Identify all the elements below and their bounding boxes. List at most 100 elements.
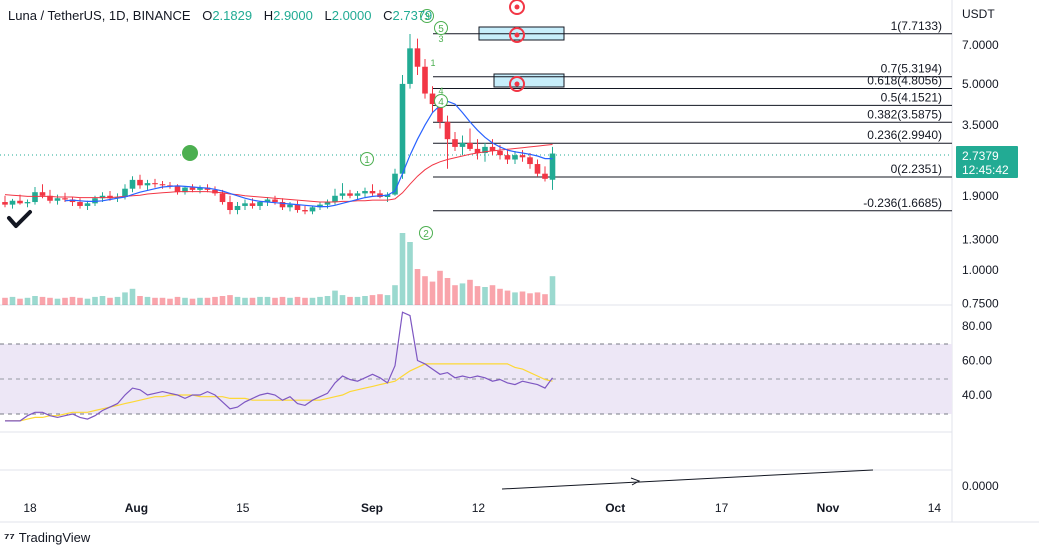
candle-body [144, 183, 151, 186]
open-label: O [202, 8, 213, 23]
candle-body [189, 187, 196, 190]
volume-bar [107, 297, 113, 305]
candle-body [77, 202, 83, 206]
candle-body [527, 157, 533, 165]
candle-body [467, 142, 473, 149]
fib-level-label: 1(7.7133) [891, 19, 942, 33]
candle-body [407, 48, 413, 84]
time-axis-tick: Aug [125, 501, 148, 515]
time-axis[interactable]: 18 Aug 15 Sep 12 Oct 17 Nov 14 [23, 501, 941, 515]
check-mark-icon [7, 210, 32, 228]
volume-bar [264, 296, 271, 305]
volume-bar [219, 296, 226, 305]
svg-text:1: 1 [364, 155, 370, 166]
volume-bar [122, 292, 128, 305]
volume-bar [392, 285, 398, 305]
candle-body [249, 203, 256, 206]
candle-body [107, 195, 113, 199]
volume-bar [212, 296, 218, 305]
volume-bar [512, 292, 518, 305]
price-axis-tick: 1.9000 [962, 189, 999, 203]
volume-bar [144, 296, 151, 305]
volume-bar [249, 297, 256, 305]
volume-bar [69, 296, 76, 305]
candle-body [272, 199, 278, 203]
price-axis[interactable]: 7.0000 5.0000 3.5000 1.9000 1.3000 1.0000 0.75… [962, 38, 999, 310]
candle-body [347, 193, 353, 196]
candle-body [287, 204, 293, 208]
svg-text:5: 5 [438, 24, 444, 35]
candle-body [182, 187, 188, 193]
volume-bar [549, 276, 556, 305]
volume-bar [92, 296, 98, 305]
time-axis-tick: Oct [605, 501, 625, 515]
volume-bar [62, 297, 68, 305]
candle-body [32, 192, 38, 203]
symbol-title[interactable]: Luna / TetherUS, 1D, BINANCE [8, 8, 191, 23]
volume-bar [242, 297, 248, 305]
volume-bar [377, 294, 383, 305]
volume-bars [2, 233, 556, 305]
tradingview-branding[interactable]: ⁷⁷ TradingView [4, 530, 90, 545]
volume-bar [429, 281, 436, 305]
candle-body [512, 155, 518, 160]
candle-body [414, 48, 421, 67]
candle-body [362, 191, 368, 194]
symbol-legend: Luna / TetherUS, 1D, BINANCE O2.1829 H2.… [8, 8, 432, 23]
volume-bar [2, 297, 8, 305]
volume-bar [444, 278, 451, 305]
volume-bar [527, 293, 533, 305]
candle-body [159, 184, 166, 186]
price-axis-tick: 7.0000 [962, 38, 999, 52]
time-axis-tick: 12 [472, 501, 486, 515]
candle-body [489, 146, 496, 151]
candle-body [294, 204, 301, 211]
volume-bar [309, 297, 316, 305]
volume-bar [32, 296, 38, 305]
volume-bar [159, 297, 166, 305]
candle-body [377, 193, 383, 198]
price-axis-tick: 1.3000 [962, 233, 999, 247]
volume-bar [114, 296, 121, 305]
candle-body [279, 202, 286, 208]
rsi-axis-tick: 60.00 [962, 354, 992, 368]
candle-body [497, 150, 503, 156]
svg-text:3: 3 [424, 12, 430, 23]
candlesticks [2, 33, 556, 215]
rsi-axis[interactable]: 80.00 60.00 40.00 [962, 319, 992, 402]
candle-body [17, 200, 23, 204]
volume-bar [414, 269, 421, 305]
candle-body [92, 198, 98, 204]
rsi-axis-tick: 80.00 [962, 319, 992, 333]
candle-body [152, 183, 158, 185]
price-badge-value: 2.7379 [962, 149, 999, 163]
volume-bar [129, 288, 136, 305]
candle-body [459, 142, 466, 147]
currency-label: USDT [962, 7, 995, 21]
trend-arrow-line [501, 469, 874, 490]
volume-bar [347, 296, 353, 305]
volume-bar [77, 297, 83, 305]
low-value: 2.0000 [331, 8, 372, 23]
volume-bar [504, 290, 511, 305]
candle-body [242, 203, 248, 206]
price-axis-tick: 0.7500 [962, 296, 999, 310]
fib-level-label: 0(2.2351) [891, 162, 942, 176]
volume-bar [287, 297, 293, 305]
candle-body [542, 173, 548, 179]
candle-body [234, 205, 241, 211]
volume-bar [474, 286, 481, 305]
candle-body [197, 187, 203, 190]
volume-bar [99, 296, 106, 305]
red-moving-average-line [4, 144, 553, 203]
candle-body [47, 195, 53, 201]
candle-body [519, 155, 526, 158]
tradingview-name: TradingView [18, 530, 91, 545]
volume-bar [339, 295, 346, 305]
svg-text:2: 2 [423, 229, 429, 240]
candle-body [429, 93, 436, 105]
candle-body [444, 121, 451, 140]
volume-bar [137, 296, 143, 305]
volume-bar [324, 296, 331, 305]
